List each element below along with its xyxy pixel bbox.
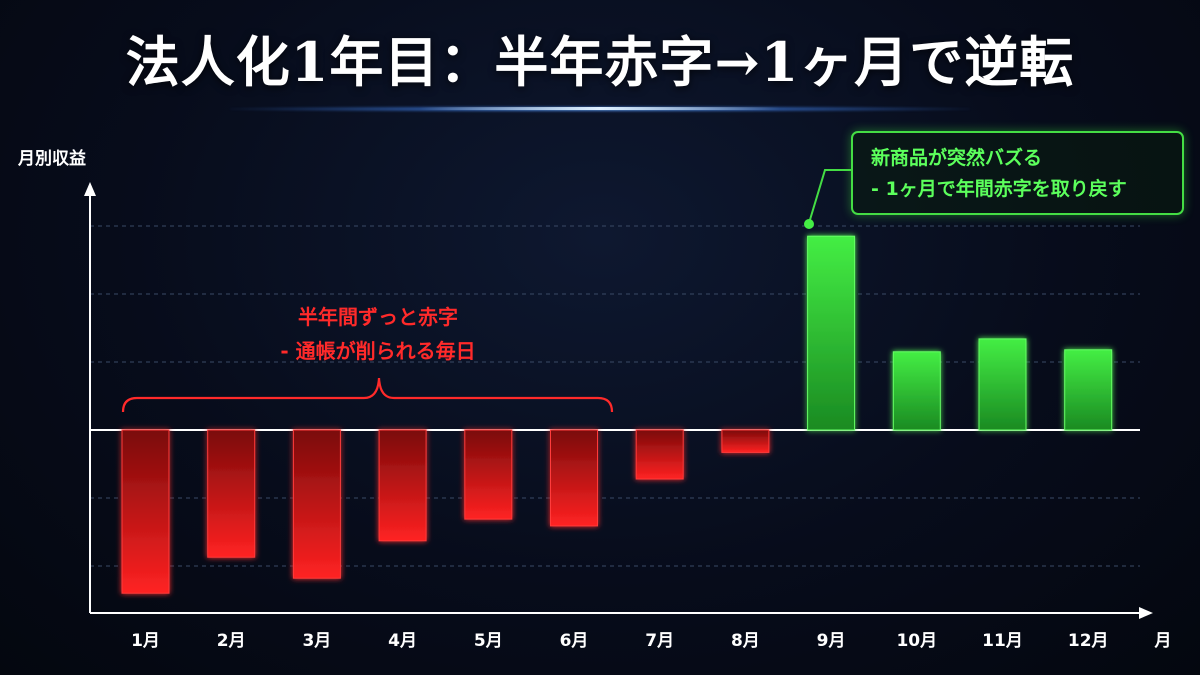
x-tick-label: 4月 bbox=[388, 631, 417, 651]
x-tick-label: 1月 bbox=[131, 631, 160, 651]
x-tick-label: 8月 bbox=[731, 631, 760, 651]
title-glow-core bbox=[420, 107, 780, 110]
deficit-brace bbox=[121, 377, 614, 413]
x-tick-label: 2月 bbox=[217, 631, 246, 651]
bar-1 bbox=[121, 429, 170, 594]
x-axis-label: 月 bbox=[1154, 631, 1172, 651]
x-tick-label: 11月 bbox=[982, 631, 1023, 651]
callout-leader bbox=[808, 169, 851, 224]
bar-4 bbox=[378, 429, 427, 542]
deficit-annotation-line2: - 通帳が削られる毎日 bbox=[280, 339, 476, 363]
deficit-annotation: 半年間ずっと赤字 - 通帳が削られる毎日 bbox=[228, 300, 528, 368]
bar-11 bbox=[978, 338, 1027, 431]
bar-7 bbox=[635, 429, 684, 480]
bar-8 bbox=[721, 429, 770, 453]
deficit-annotation-line1: 半年間ずっと赤字 bbox=[298, 305, 458, 329]
x-tick-label: 10月 bbox=[896, 631, 937, 651]
callout-dot bbox=[804, 219, 814, 229]
bar-5 bbox=[464, 429, 513, 520]
page-title: 法人化1年目：半年赤字→1ヶ月で逆転 bbox=[125, 30, 1075, 94]
breakthrough-callout-line2: - 1ヶ月で年間赤字を取り戻す bbox=[871, 178, 1127, 200]
y-axis-arrow bbox=[84, 182, 96, 196]
bar-9 bbox=[807, 235, 856, 431]
bar-6 bbox=[550, 429, 598, 527]
bar-10 bbox=[892, 351, 941, 431]
x-tick-label: 6月 bbox=[560, 631, 589, 651]
x-tick-label: 9月 bbox=[817, 631, 846, 651]
bar-3 bbox=[292, 429, 341, 579]
breakthrough-callout-line1: 新商品が突然バズる bbox=[871, 147, 1043, 169]
breakthrough-callout: 新商品が突然バズる - 1ヶ月で年間赤字を取り戻す bbox=[851, 131, 1184, 215]
x-axis-arrow bbox=[1139, 607, 1153, 619]
x-tick-label: 7月 bbox=[645, 631, 674, 651]
x-tick-label: 3月 bbox=[302, 631, 331, 651]
bar-2 bbox=[207, 429, 256, 558]
x-tick-label: 12月 bbox=[1068, 631, 1109, 651]
x-tick-label: 5月 bbox=[474, 631, 503, 651]
y-axis-label: 月別収益 bbox=[18, 149, 86, 169]
bar-12 bbox=[1064, 349, 1113, 431]
